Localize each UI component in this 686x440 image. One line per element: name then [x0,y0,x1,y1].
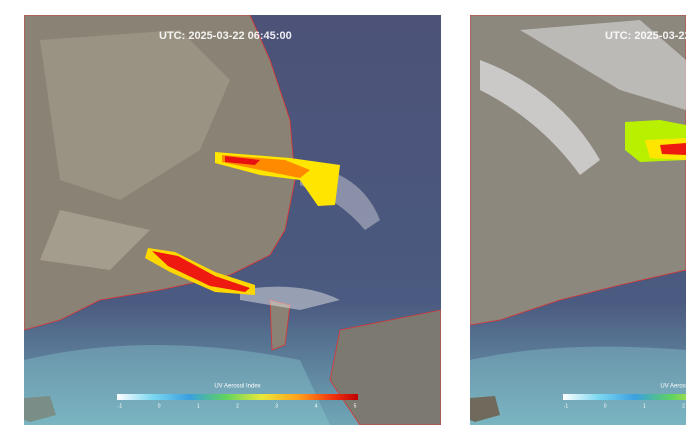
timestamp: UTC: 2025-03-22 06:45:00 [605,30,686,42]
colorbar-tick: 4 [314,403,317,409]
colorbar-tick: 1 [643,403,646,409]
colorbar-tick: -1 [118,403,123,409]
colorbar [117,394,358,400]
colorbar-tick: 2 [682,403,685,409]
colorbar [563,394,686,400]
colorbar-label: UV Aerosol Index [214,384,260,390]
colorbar-tick: 0 [604,403,607,409]
colorbar-tick: 5 [354,403,357,409]
satellite-panel [24,15,441,425]
overlays: UTC: 2025-03-22 06:45:00 UV Aerosol Index… [117,30,686,409]
colorbar-label: UV Aerosol Index [660,384,686,390]
satellite-panel [470,15,686,425]
colorbar-tick: 0 [158,403,161,409]
colorbar-tick: 2 [236,403,239,409]
colorbar-tick: -1 [564,403,569,409]
timestamp: UTC: 2025-03-22 06:45:00 [159,30,292,42]
colorbar-tick: 1 [197,403,200,409]
colorbar-tick: 3 [275,403,278,409]
